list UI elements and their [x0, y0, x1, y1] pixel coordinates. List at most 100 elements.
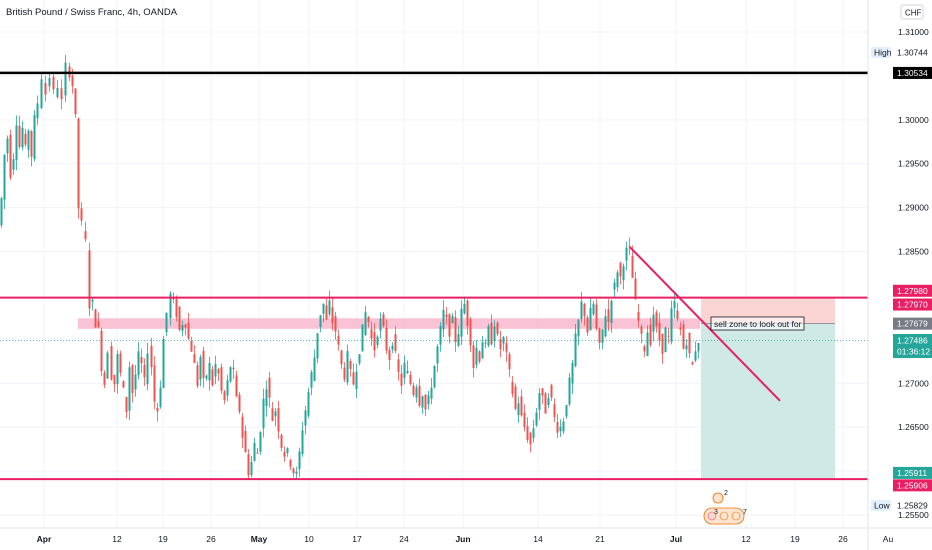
candle-body	[415, 387, 418, 398]
candle-body	[364, 312, 367, 335]
candle-body	[202, 350, 205, 378]
candle-body	[271, 408, 274, 421]
candle-body	[253, 442, 256, 461]
candle-body	[403, 362, 406, 378]
take-profit-zone[interactable]	[701, 323, 835, 479]
candle-body	[559, 426, 562, 432]
candle-body	[466, 300, 469, 326]
candle-body	[580, 301, 583, 319]
candle-body	[436, 346, 439, 364]
candle-body	[265, 389, 268, 407]
price-line-labels: 1.30534 1.27980 1.27970 1.27679 1.25911 1.259…	[893, 66, 932, 492]
candle-body	[685, 345, 688, 350]
sell-zone-annotation[interactable]: sell zone to look out for	[710, 316, 805, 331]
candle-body	[661, 333, 664, 354]
candle-body	[472, 345, 475, 369]
candle-body	[376, 336, 379, 345]
candle-body	[247, 454, 250, 476]
candle-body	[526, 426, 529, 440]
currency-button[interactable]: CHF	[900, 4, 924, 20]
time-tick-label: Apr	[37, 534, 52, 544]
candle-body	[511, 382, 514, 394]
candle-body	[328, 300, 331, 315]
price-line-badge	[893, 298, 932, 311]
candle-body	[394, 334, 397, 351]
candle-body	[691, 362, 694, 365]
sell-zone-band[interactable]	[78, 318, 700, 329]
candle-body	[337, 335, 340, 345]
candle-body	[235, 375, 238, 397]
time-axis[interactable]: Apr 12 19 26 May 10 17 24 Jun 14 21 Jul 12 19 26 Au	[37, 534, 894, 544]
time-tick-label: 26	[206, 534, 216, 544]
candle-body	[667, 335, 670, 337]
time-tick-label: 26	[838, 534, 848, 544]
price-line-value: 1.27679	[897, 319, 928, 329]
candle-body	[274, 411, 277, 417]
candle-body	[21, 127, 24, 148]
candle-body	[673, 301, 676, 309]
event-icon-1	[707, 511, 717, 521]
candle-body	[223, 391, 226, 401]
candle-body	[643, 346, 646, 352]
candle-body	[454, 317, 457, 343]
candle-body	[80, 208, 83, 221]
price-line-badge	[893, 66, 932, 79]
candle-body	[262, 398, 265, 429]
candle-body	[688, 332, 691, 354]
candle-body	[88, 250, 91, 309]
candle-body	[601, 329, 604, 343]
candle-body	[505, 342, 508, 352]
candle-body	[241, 416, 244, 438]
candle-body	[52, 76, 55, 90]
candle-body	[244, 430, 247, 453]
candle-body	[30, 130, 33, 157]
candle-body	[214, 364, 217, 377]
candle-body	[550, 384, 553, 398]
candle-body	[295, 471, 298, 475]
candle-body	[187, 322, 190, 339]
candle-body	[544, 393, 547, 414]
candle-body	[481, 342, 484, 359]
descending-trendline[interactable]	[629, 246, 781, 402]
candle-body	[592, 303, 595, 315]
candle-body	[159, 387, 162, 408]
candle-body	[106, 352, 109, 379]
candle-body	[178, 306, 181, 330]
candle-body	[418, 385, 421, 406]
candle-body	[586, 317, 589, 333]
candle-body	[184, 324, 187, 328]
time-tick-label: 17	[352, 534, 362, 544]
candle-body	[3, 154, 6, 200]
candle-body	[583, 303, 586, 317]
candle-body	[346, 351, 349, 383]
candle-body	[625, 247, 628, 261]
time-tick-label: Au	[883, 534, 894, 544]
price-line-badge	[893, 466, 932, 479]
candle-body	[125, 397, 128, 413]
economic-events[interactable]: 2 3 7	[703, 490, 747, 525]
candle-body	[679, 327, 682, 330]
price-line-value: 1.25906	[897, 480, 928, 490]
candle-body	[445, 314, 448, 318]
candle-body	[619, 263, 622, 277]
candle-body	[162, 339, 165, 389]
candlestick-series	[0, 54, 700, 480]
candle-body	[60, 88, 63, 99]
candle-body	[113, 374, 116, 385]
candle-body	[655, 312, 658, 327]
candle-body	[388, 349, 391, 361]
candle-body	[571, 362, 574, 384]
candle-body	[156, 407, 159, 412]
candle-body	[469, 319, 472, 346]
candle-body	[370, 329, 373, 339]
candle-body	[304, 410, 307, 426]
candle-body	[508, 354, 511, 370]
candle-body	[208, 362, 211, 381]
candle-body	[122, 381, 125, 388]
candle-body	[493, 326, 496, 341]
candle-body	[313, 357, 316, 381]
candle-body	[119, 353, 122, 373]
candle-body	[553, 404, 556, 417]
event-flag-icon[interactable]	[712, 492, 724, 504]
